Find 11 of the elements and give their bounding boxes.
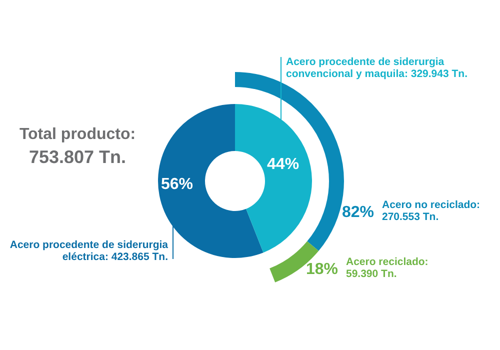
donut-slice: [235, 104, 312, 253]
slice-label: Acero reciclado: 59.390 Tn.: [346, 256, 430, 280]
data-label: 56%: [160, 176, 194, 194]
text: Total producto:: [18, 126, 137, 144]
data-label: 44%: [266, 156, 300, 174]
slice-label: Acero no reciclado: 270.553 Tn.: [382, 199, 482, 224]
data-label: 18%: [306, 261, 338, 279]
slice-label: Acero procedente de siderurgia eléctrica: 423.865 Tn.: [8, 239, 168, 264]
text: 753.807 Tn.: [28, 147, 128, 168]
slice-label: Acero procedente de siderurgia convencional y maquila: 329.943 Tn.: [286, 56, 468, 80]
data-label: 82%: [342, 204, 374, 222]
